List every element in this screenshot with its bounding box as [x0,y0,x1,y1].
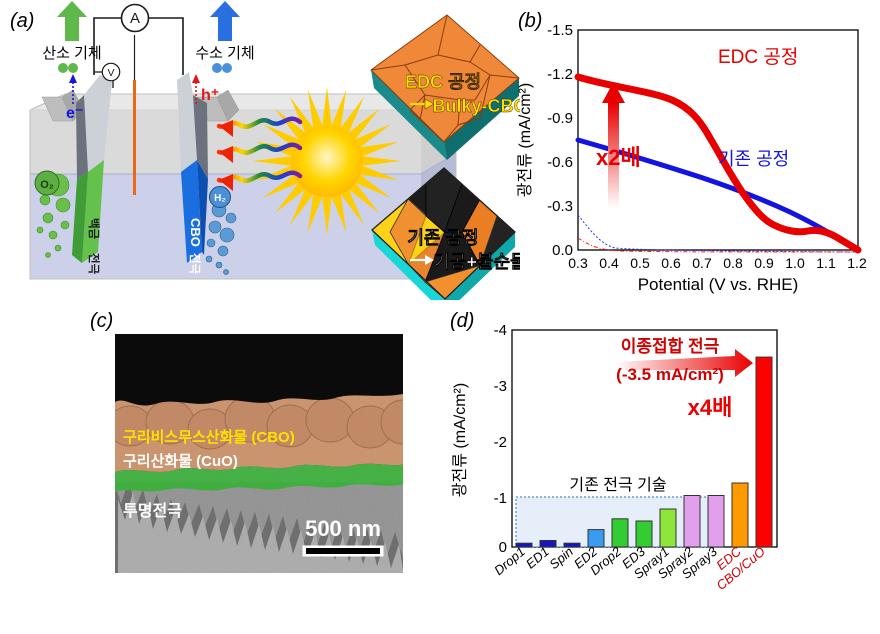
svg-text:기존 공정: 기존 공정 [407,228,478,248]
svg-text:광전류 (mA/cm²): 광전류 (mA/cm²) [516,83,534,197]
svg-text:ED1: ED1 [523,544,552,572]
svg-text:V: V [107,67,114,79]
svg-text:구리산화물 (CuO): 구리산화물 (CuO) [123,453,238,470]
svg-text:0.9: 0.9 [754,255,774,271]
svg-text:0.8: 0.8 [723,255,743,271]
svg-text:-1: -1 [494,490,507,507]
svg-text:EDC 공정: EDC 공정 [718,46,798,68]
svg-text:투명전극: 투명전극 [123,502,182,520]
svg-text:-0.9: -0.9 [547,110,573,127]
svg-text:500 nm: 500 nm [305,516,381,541]
svg-text:1.0: 1.0 [785,255,805,271]
svg-text:EDC 공정: EDC 공정 [405,72,481,92]
svg-text:1.1: 1.1 [816,255,836,271]
svg-text:0.5: 0.5 [630,255,650,271]
svg-text:기존 전극 기술: 기존 전극 기술 [569,476,666,494]
svg-text:-0.6: -0.6 [547,154,573,171]
svg-text:-4: -4 [494,322,507,339]
svg-text:0.3: 0.3 [568,255,588,271]
svg-text:기존 공정: 기존 공정 [718,149,789,169]
svg-text:구리비스무스산화물 (CBO): 구리비스무스산화물 (CBO) [123,429,295,446]
svg-text:Potential (V vs. RHE): Potential (V vs. RHE) [638,275,799,294]
svg-text:(-3.5 mA/cm²): (-3.5 mA/cm²) [616,365,724,384]
svg-text:A: A [130,10,140,27]
svg-text:-3: -3 [494,378,507,395]
svg-text:1.2: 1.2 [847,255,867,271]
svg-text:e⁻: e⁻ [66,105,83,122]
svg-text:x4배: x4배 [688,395,733,420]
svg-text:광전류 (mA/cm²): 광전류 (mA/cm²) [451,383,469,497]
svg-text:0.7: 0.7 [692,255,712,271]
svg-text:-0.3: -0.3 [547,198,573,215]
svg-text:산소 기체: 산소 기체 [42,45,101,62]
svg-text:H₂: H₂ [214,193,226,204]
svg-text:백금: 백금 [87,218,101,240]
svg-text:Spin: Spin [546,544,576,572]
svg-text:수소 기체: 수소 기체 [195,45,254,62]
svg-text:x2배: x2배 [596,145,641,170]
svg-text:0.4: 0.4 [599,255,619,271]
svg-text:0.6: 0.6 [661,255,681,271]
svg-text:CBO: CBO [188,218,203,247]
svg-text:O₂: O₂ [40,179,54,191]
svg-text:전극: 전극 [87,253,101,275]
svg-text:이종접합 전극: 이종접합 전극 [621,336,720,356]
svg-text:-2: -2 [494,434,507,451]
svg-text:-1.2: -1.2 [547,66,573,83]
svg-text:-1.5: -1.5 [547,22,573,39]
svg-text:h⁺: h⁺ [201,87,219,104]
svg-text:전극: 전극 [188,253,202,275]
